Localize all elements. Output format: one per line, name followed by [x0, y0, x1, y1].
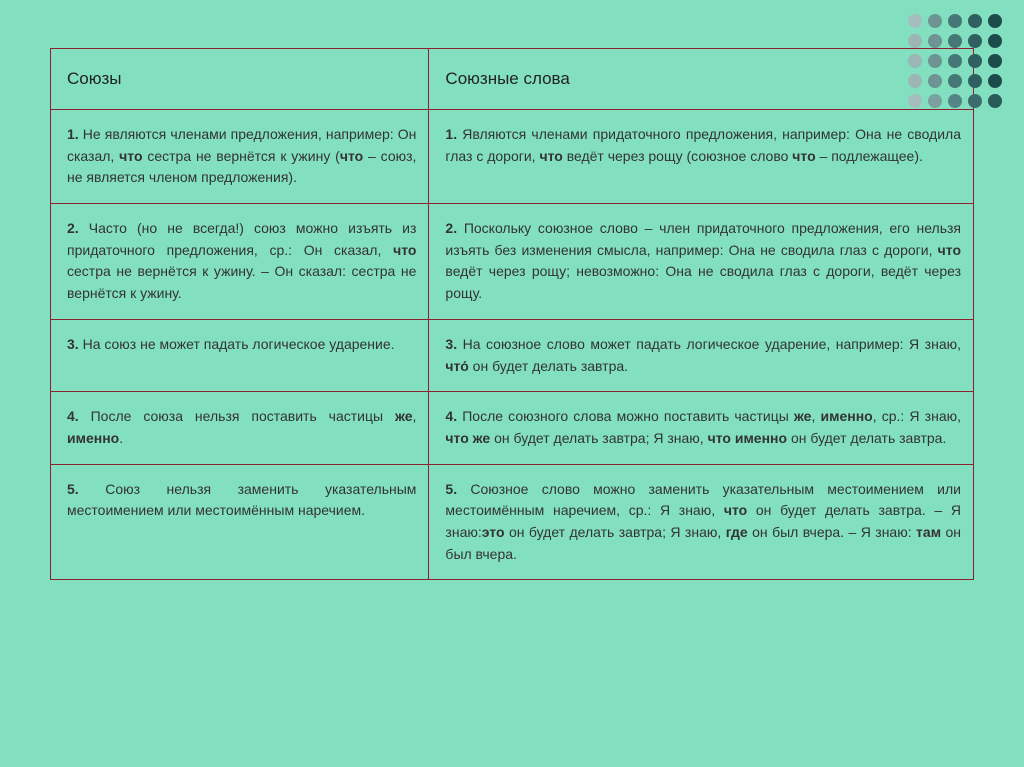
- dot: [968, 94, 982, 108]
- table-row: 5. Союз нельзя заменить указательным мес…: [51, 464, 974, 580]
- table-body: 1. Не являются членами предложения, напр…: [51, 110, 974, 580]
- dot: [908, 34, 922, 48]
- dot: [908, 94, 922, 108]
- table-row: 1. Не являются членами предложения, напр…: [51, 110, 974, 204]
- table-row: 2. Часто (но не всегда!) союз можно изъя…: [51, 204, 974, 320]
- cell-left: 3. На союз не может падать логическое уд…: [51, 319, 429, 391]
- dot: [968, 34, 982, 48]
- decorative-dot-grid: [908, 14, 1002, 108]
- table-row: 3. На союз не может падать логическое уд…: [51, 319, 974, 391]
- header-left: Союзы: [51, 49, 429, 110]
- dot: [908, 54, 922, 68]
- cell-left: 4. После союза нельзя поставить частицы …: [51, 392, 429, 464]
- cell-right: 2. Поскольку союзное слово – член придат…: [429, 204, 974, 320]
- cell-right: 1. Являются членами придаточного предлож…: [429, 110, 974, 204]
- dot: [968, 54, 982, 68]
- dot: [948, 74, 962, 88]
- dot: [928, 54, 942, 68]
- dot: [988, 34, 1002, 48]
- cell-left: 2. Часто (но не всегда!) союз можно изъя…: [51, 204, 429, 320]
- dot: [968, 14, 982, 28]
- dot: [948, 54, 962, 68]
- dot: [988, 94, 1002, 108]
- dot: [928, 94, 942, 108]
- dot: [908, 14, 922, 28]
- dot: [928, 74, 942, 88]
- dot: [988, 74, 1002, 88]
- cell-left: 1. Не являются членами предложения, напр…: [51, 110, 429, 204]
- dot: [948, 34, 962, 48]
- dot: [948, 14, 962, 28]
- cell-right: 3. На союзное слово может падать логичес…: [429, 319, 974, 391]
- comparison-table: Союзы Союзные слова 1. Не являются члена…: [50, 48, 974, 580]
- dot: [928, 34, 942, 48]
- cell-left: 5. Союз нельзя заменить указательным мес…: [51, 464, 429, 580]
- cell-right: 4. После союзного слова можно поставить …: [429, 392, 974, 464]
- cell-right: 5. Союзное слово можно заменить указател…: [429, 464, 974, 580]
- dot: [908, 74, 922, 88]
- dot: [988, 54, 1002, 68]
- dot: [968, 74, 982, 88]
- table-row: 4. После союза нельзя поставить частицы …: [51, 392, 974, 464]
- dot: [948, 94, 962, 108]
- dot: [988, 14, 1002, 28]
- dot: [928, 14, 942, 28]
- header-right: Союзные слова: [429, 49, 974, 110]
